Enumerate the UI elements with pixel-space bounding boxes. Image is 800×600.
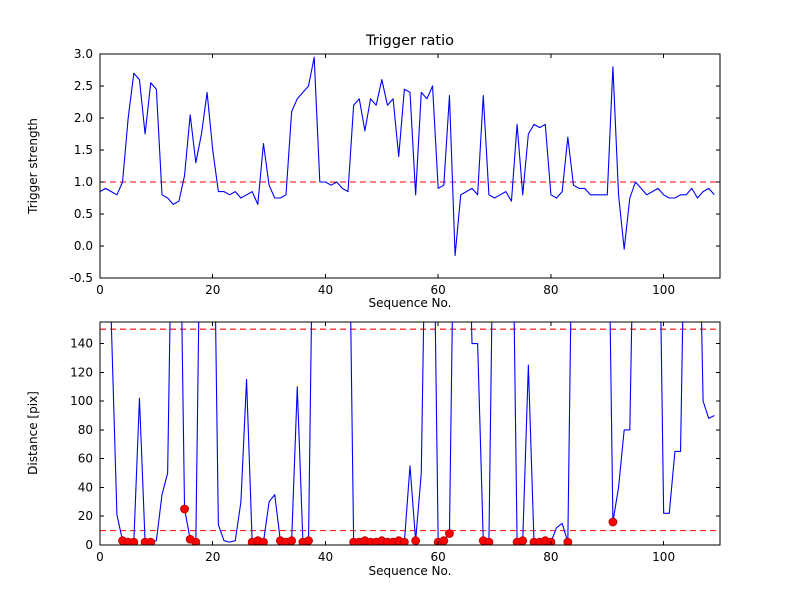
x-tick-label: 80	[543, 550, 558, 564]
axes-frame	[99, 53, 721, 279]
trigger-marker	[304, 536, 313, 545]
trigger-marker	[259, 537, 268, 545]
trigger-marker	[439, 536, 449, 545]
trigger-marker	[518, 536, 528, 545]
x-tick-label: 100	[652, 283, 675, 297]
x-tick-label: 60	[431, 550, 446, 564]
x-tick-label: 0	[96, 550, 104, 564]
y-tick-label: 40	[78, 480, 93, 494]
top-y-axis-label: Trigger strength	[26, 118, 40, 214]
trigger-marker	[287, 536, 297, 545]
trigger-marker	[608, 517, 618, 527]
x-tick-label: 60	[431, 283, 446, 297]
y-tick-label: 100	[70, 394, 93, 408]
y-tick-label: -0.5	[70, 271, 93, 285]
trigger-marker	[180, 504, 189, 514]
y-tick-label: 3.0	[74, 47, 93, 61]
x-tick-label: 20	[205, 550, 220, 564]
y-tick-label: 2.0	[74, 111, 93, 125]
trigger-marker	[445, 529, 454, 538]
top-x-axis-label: Sequence No.	[368, 296, 452, 310]
trigger-marker	[484, 537, 494, 545]
axes-frame	[99, 321, 721, 546]
y-tick-label: 60	[78, 452, 93, 466]
bottom-y-axis-label: Distance [pix]	[26, 391, 40, 475]
x-tick-label: 20	[205, 283, 220, 297]
y-tick-label: 120	[70, 365, 93, 379]
trigger-marker	[411, 536, 421, 545]
trigger-marker	[563, 537, 573, 545]
data-line	[110, 322, 715, 543]
x-tick-label: 40	[318, 550, 333, 564]
data-line	[100, 56, 715, 257]
x-tick-label: 100	[652, 550, 675, 564]
y-tick-label: 1.5	[74, 143, 93, 157]
bottom-x-axis-label: Sequence No.	[368, 564, 452, 578]
chart-title: Trigger ratio	[365, 33, 455, 49]
y-tick-label: 2.5	[74, 79, 93, 93]
y-tick-label: 0.0	[74, 239, 93, 253]
y-tick-label: 0.5	[74, 207, 93, 221]
trigger-marker	[129, 537, 139, 545]
y-tick-label: 80	[78, 423, 93, 437]
x-tick-label: 80	[543, 283, 558, 297]
x-tick-label: 0	[96, 283, 104, 297]
y-tick-label: 140	[70, 337, 93, 351]
y-tick-label: 20	[78, 509, 93, 523]
trigger-marker	[146, 537, 156, 545]
y-tick-label: 0	[85, 538, 93, 552]
x-tick-label: 40	[318, 283, 333, 297]
trigger-marker	[399, 537, 409, 545]
y-tick-label: 1.0	[74, 175, 93, 189]
trigger-marker	[191, 537, 201, 545]
